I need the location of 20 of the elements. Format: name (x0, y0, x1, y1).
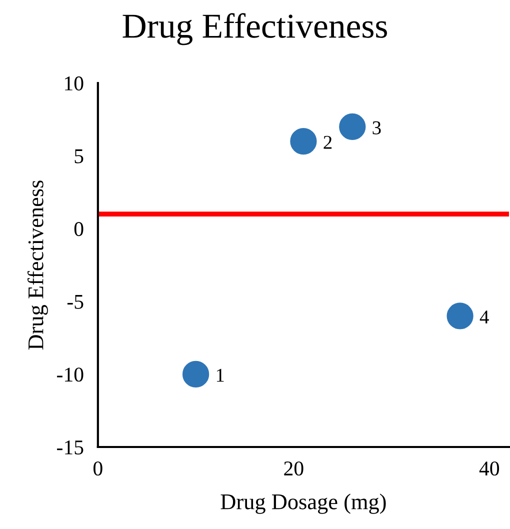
y-tick-label: -5 (67, 295, 84, 309)
point (182, 360, 210, 388)
y-tick-label: 10 (65, 76, 84, 90)
x-axis-title: Drug Dosage (mg) (220, 494, 386, 514)
y-axis-title: Drug Effectiveness (27, 180, 48, 350)
annotation: 3 (372, 121, 381, 134)
annotation: 1 (216, 368, 224, 382)
y-tick-label: 0 (74, 222, 84, 236)
y-tick-label: 5 (74, 149, 84, 164)
point (339, 113, 366, 140)
x-tick-label: 0 (94, 461, 102, 476)
annotation: 2 (324, 136, 332, 149)
y-tick-label: -10 (57, 368, 84, 382)
chart-title: Drug Effectiveness (122, 13, 387, 46)
point (446, 302, 474, 330)
annotation: 4 (480, 310, 489, 324)
point (290, 128, 317, 155)
x-tick-label: 40 (479, 461, 500, 476)
x-tick-label: 20 (284, 461, 304, 476)
y-tick-label: -15 (57, 440, 84, 454)
